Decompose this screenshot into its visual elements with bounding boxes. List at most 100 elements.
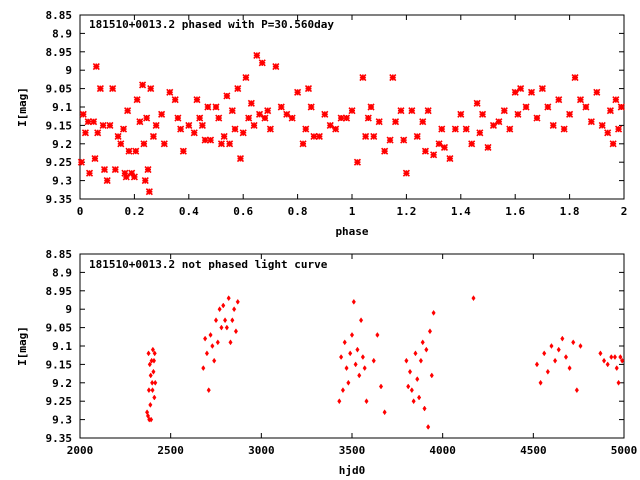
data-point — [149, 132, 158, 141]
data-point — [119, 125, 128, 133]
data-point — [353, 158, 362, 166]
data-point — [359, 317, 364, 324]
data-point — [217, 306, 222, 313]
data-point — [616, 379, 621, 386]
data-point — [221, 302, 226, 309]
data-point — [310, 132, 318, 141]
data-point — [152, 121, 160, 129]
data-point — [514, 110, 522, 118]
data-point — [242, 73, 250, 82]
data-point — [294, 88, 302, 96]
y-tick-label: 9.15 — [46, 358, 73, 371]
data-point — [150, 387, 155, 394]
data-point — [424, 346, 429, 353]
data-point — [555, 96, 563, 104]
data-point — [355, 346, 360, 353]
data-point — [149, 416, 154, 423]
plot-title: 181510+0013.2 phased with P=30.560day — [89, 18, 334, 31]
data-point — [179, 147, 187, 155]
data-point — [204, 350, 209, 357]
data-point — [484, 143, 492, 152]
data-point — [413, 132, 421, 141]
data-point — [406, 383, 411, 390]
data-point — [495, 118, 503, 126]
data-point — [250, 121, 258, 129]
data-point — [203, 335, 208, 342]
data-point — [151, 368, 156, 375]
data-point — [582, 103, 590, 111]
data-point — [542, 350, 547, 357]
data-point — [417, 394, 422, 401]
data-point — [560, 335, 565, 342]
data-point — [145, 412, 151, 419]
data-point — [94, 129, 102, 137]
data-point — [375, 332, 380, 338]
data-point — [371, 357, 376, 364]
data-point — [103, 177, 111, 185]
data-point — [234, 85, 242, 93]
data-point — [255, 110, 264, 118]
data-point — [228, 107, 236, 115]
data-point — [351, 298, 356, 305]
data-point — [160, 140, 168, 148]
data-point — [111, 165, 119, 174]
y-tick-label: 9.35 — [46, 432, 73, 445]
data-point — [150, 346, 155, 353]
data-point — [606, 107, 614, 115]
data-point — [397, 107, 405, 115]
data-point — [96, 85, 104, 93]
data-point — [132, 147, 140, 155]
data-point — [587, 118, 595, 126]
x-axis-title: phase — [335, 225, 368, 238]
data-points — [77, 51, 625, 196]
data-point — [342, 114, 351, 122]
x-tick-label: 0 — [77, 205, 84, 218]
y-tick-label: 8.95 — [46, 46, 73, 59]
data-point — [106, 121, 114, 129]
data-point — [418, 357, 423, 364]
data-point — [174, 114, 182, 122]
data-point — [604, 129, 612, 137]
y-tick-label: 9.25 — [46, 156, 73, 169]
data-point — [84, 118, 92, 126]
data-point — [614, 125, 623, 133]
data-point — [360, 354, 365, 360]
data-point — [213, 317, 219, 324]
data-point — [193, 96, 201, 104]
y-tick-label: 9 — [65, 64, 72, 77]
data-point — [235, 298, 240, 305]
data-point — [140, 140, 148, 148]
data-point — [337, 398, 342, 405]
x-tick-label: 1 — [349, 205, 356, 218]
data-point — [431, 309, 436, 316]
data-point — [226, 140, 234, 148]
y-tick-label: 9.05 — [46, 322, 73, 335]
data-point — [220, 132, 228, 141]
y-tick-label: 9.35 — [46, 193, 73, 206]
x-tick-label: 2500 — [157, 444, 184, 457]
data-point — [601, 357, 607, 364]
data-point — [340, 387, 345, 394]
data-point — [574, 387, 579, 394]
data-point — [201, 365, 206, 372]
data-point — [125, 147, 133, 155]
data-point — [533, 114, 541, 122]
data-point — [578, 343, 583, 349]
y-axis-title: I[mag] — [16, 326, 29, 366]
data-point — [411, 398, 416, 405]
data-point — [620, 357, 625, 364]
y-tick-label: 9.1 — [52, 340, 72, 353]
y-tick-label: 8.9 — [52, 27, 72, 40]
x-tick-label: 3500 — [339, 444, 366, 457]
data-point — [228, 339, 233, 346]
y-tick-label: 9.1 — [52, 101, 72, 114]
x-axis-title: hjd0 — [339, 464, 366, 477]
data-point — [353, 361, 358, 368]
data-point — [210, 343, 215, 349]
data-point — [148, 401, 153, 408]
data-point — [226, 295, 231, 302]
data-point — [612, 96, 620, 104]
data-point — [468, 140, 476, 148]
data-point — [92, 62, 100, 71]
